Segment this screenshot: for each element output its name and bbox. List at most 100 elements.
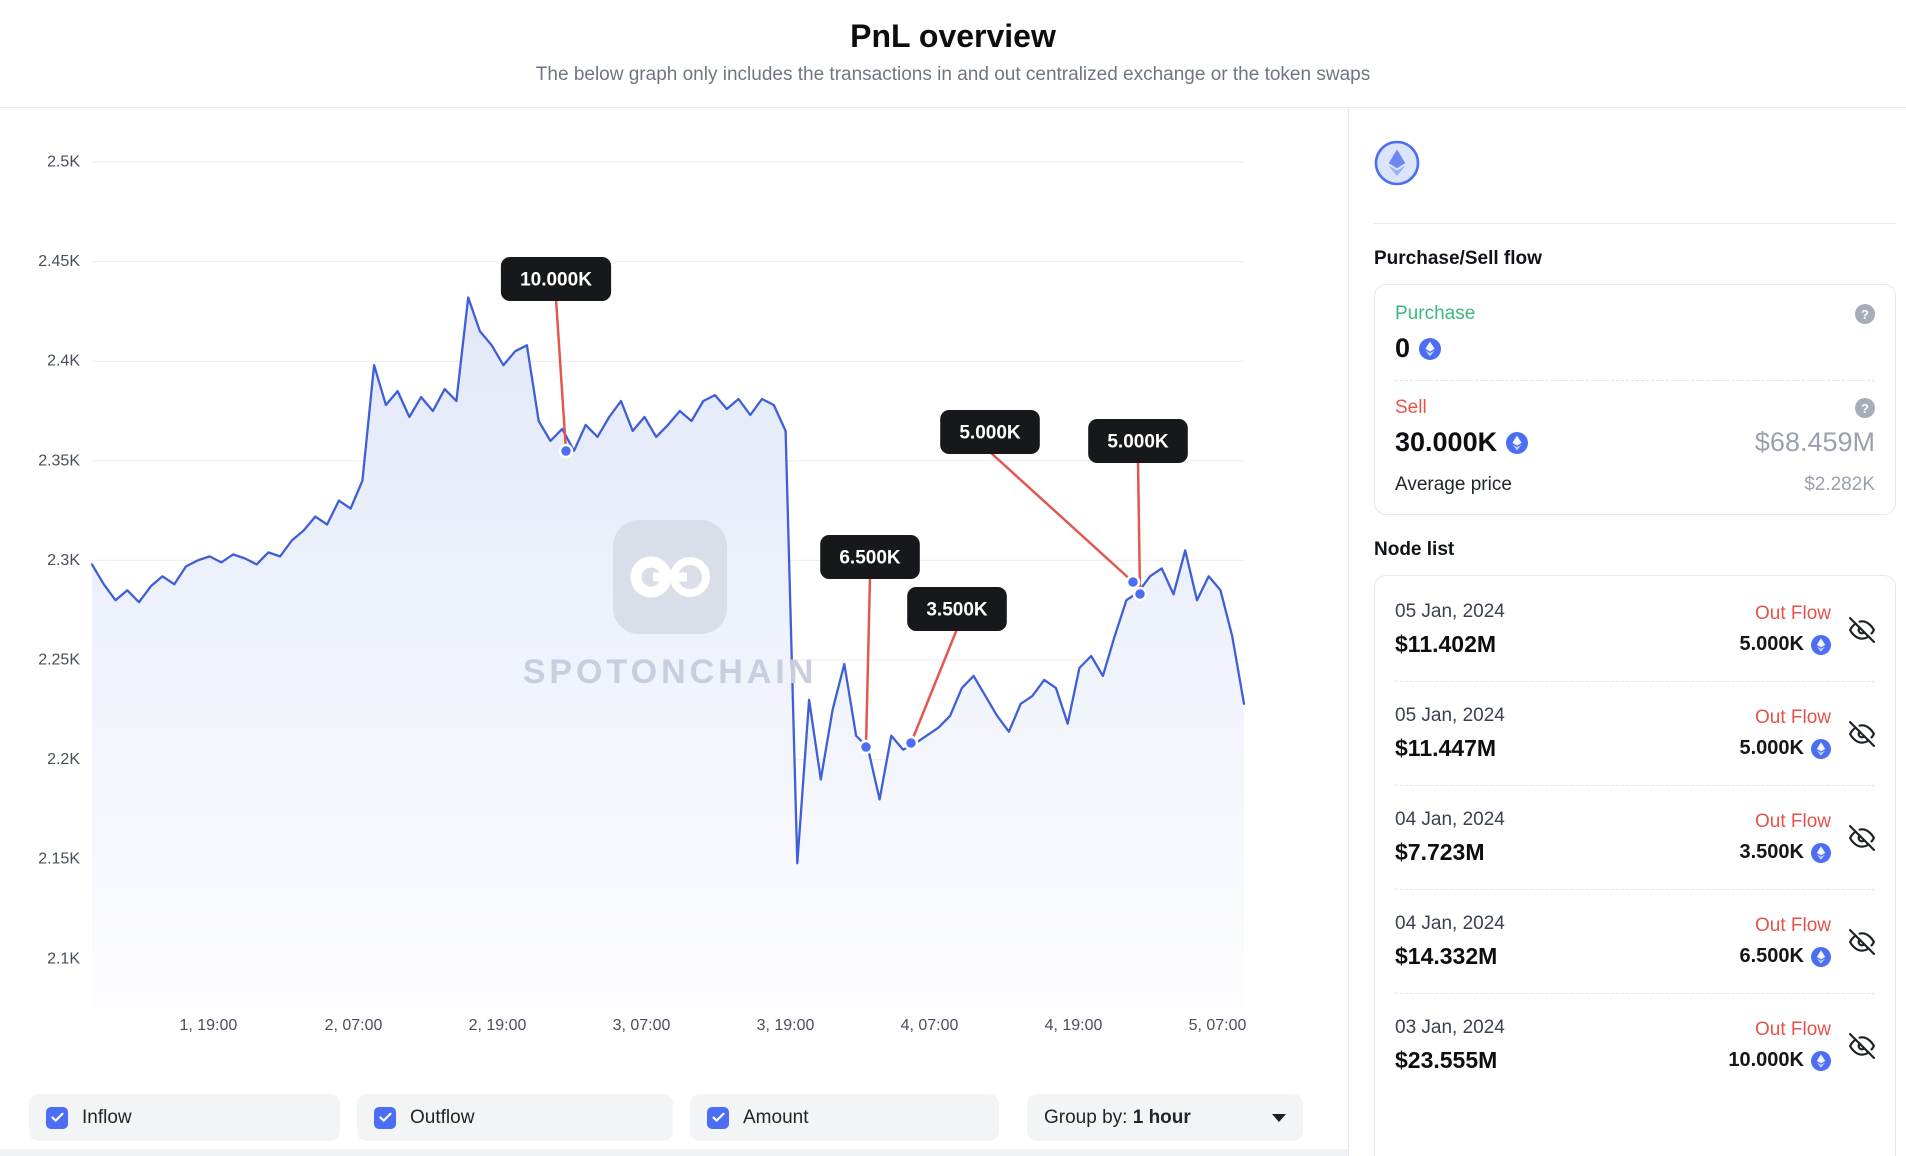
chart-tooltip [907,587,1007,631]
chart-marker[interactable] [903,735,919,751]
chart-tooltip [500,257,612,301]
node-list-heading: Node list [1374,539,1455,560]
eye-off-icon[interactable] [1849,616,1875,643]
group-by-value: 1 hour [1132,1106,1191,1128]
help-icon[interactable]: ? [1855,398,1875,418]
amount-label: Amount [743,1106,809,1128]
area-fill [92,297,1244,1007]
chart-tooltip-label: 3.500K [926,600,988,621]
chevron-down-icon [1272,1113,1286,1122]
flow-heading: Purchase/Sell flow [1374,248,1542,269]
eth-coin-icon [1811,1050,1831,1071]
eth-coin-icon [1506,431,1529,454]
chart-tooltip-label: 5.000K [959,423,1021,444]
eye-off-icon[interactable] [1849,1032,1875,1059]
outflow-toggle[interactable]: Outflow [357,1094,673,1141]
chart-controls: Inflow Outflow Amount Group by: 1 hour [29,1094,1303,1141]
outflow-label: Outflow [410,1106,475,1128]
pnl-chart[interactable]: 2.5K 2.45K 2.4K 2.35K 2.3K 2.25K 2.2K 2.15K 2.1K… [0,108,1348,1048]
node-list-item: 03 Jan, 2024 $23.555M Out Flow 10.000K [1395,993,1875,1097]
eth-coin-icon [1811,634,1831,655]
inflow-checkbox[interactable] [46,1106,68,1129]
outflow-checkbox[interactable] [374,1106,396,1129]
sidebar: Purchase/Sell flow Purchase ? 0 Sell ? 3… [1348,108,1906,1156]
eth-coin-icon [1811,946,1831,967]
node-amount: 3.500K [1739,841,1805,863]
node-amount: 5.000K [1739,737,1805,759]
x-axis-label: 2, 07:00 [325,1017,383,1034]
sell-value: 30.000K [1395,427,1498,457]
node-direction: Out Flow [1754,811,1831,832]
chart-tooltip [1088,419,1188,463]
bottom-strip [0,1149,1348,1156]
node-list-item: 04 Jan, 2024 $7.723M Out Flow 3.500K [1395,785,1875,889]
chart-panel: 2.5K 2.45K 2.4K 2.35K 2.3K 2.25K 2.2K 2.15K 2.1K… [0,108,1348,1156]
node-list-card: 05 Jan, 2024 $11.402M Out Flow 5.000K 05… [1374,575,1896,1156]
chart-tooltip [820,535,920,579]
eye-off-icon[interactable] [1849,720,1875,747]
x-axis-label: 1, 19:00 [179,1017,237,1034]
eth-coin-icon [1811,738,1831,759]
chart-tooltip [940,410,1040,454]
inflow-toggle[interactable]: Inflow [29,1094,340,1141]
annotation-connector [554,298,568,452]
purchase-value: 0 [1395,333,1411,363]
annotation-connector [989,451,1134,583]
node-amount: 5.000K [1739,633,1805,655]
node-date: 04 Jan, 2024 [1395,913,1505,934]
amount-toggle[interactable]: Amount [690,1094,999,1141]
y-axis-label: 2.4K [47,353,80,370]
purchase-label: Purchase [1395,303,1476,324]
y-axis-label: 2.1K [47,950,80,967]
node-amount: 10.000K [1728,1049,1804,1071]
purchase-sell-card: Purchase ? 0 Sell ? 30.000K [1374,284,1896,515]
chart-tooltip-label: 5.000K [1107,432,1169,453]
node-direction: Out Flow [1754,1019,1831,1040]
chart-marker[interactable] [1132,586,1148,602]
y-axis-label: 2.35K [38,452,80,469]
node-usd: $7.723M [1395,839,1485,865]
chart-marker[interactable] [858,739,874,755]
y-axis-label: 2.3K [47,552,80,569]
x-axis-label: 3, 19:00 [757,1017,815,1034]
node-list-item: 04 Jan, 2024 $14.332M Out Flow 6.500K [1395,889,1875,993]
node-usd: $14.332M [1395,943,1498,969]
inflow-label: Inflow [82,1106,132,1128]
node-date: 05 Jan, 2024 [1395,705,1505,726]
node-amount: 6.500K [1739,945,1805,967]
eye-off-icon[interactable] [1849,928,1875,955]
y-axis-label: 2.2K [47,751,80,768]
node-direction: Out Flow [1754,603,1831,624]
y-axis-label: 2.25K [38,652,80,669]
y-axis-label: 2.45K [38,253,80,270]
group-by-dropdown[interactable]: Group by: 1 hour [1027,1094,1303,1141]
node-usd: $11.447M [1395,735,1497,761]
main-content: 2.5K 2.45K 2.4K 2.35K 2.3K 2.25K 2.2K 2.15K 2.1K… [0,108,1906,1156]
x-axis-label: 4, 19:00 [1045,1017,1103,1034]
y-axis-label: 2.5K [47,154,80,171]
x-axis-label: 4, 07:00 [901,1017,959,1034]
annotation-connector [864,576,872,748]
node-date: 03 Jan, 2024 [1395,1017,1505,1038]
node-direction: Out Flow [1754,707,1831,728]
group-by-text: Group by: 1 hour [1044,1106,1191,1128]
eth-coin-icon [1811,842,1831,863]
amount-checkbox[interactable] [707,1106,729,1129]
node-list-item: 05 Jan, 2024 $11.447M Out Flow 5.000K [1395,681,1875,785]
page-subtitle: The below graph only includes the transa… [535,64,1371,85]
annotation-connector [909,628,959,744]
node-usd: $23.555M [1395,1047,1498,1073]
ethereum-icon [1374,140,1420,190]
eye-off-icon[interactable] [1849,824,1875,851]
page-header: PnL overview The below graph only includ… [0,0,1906,108]
x-axis-label: 5, 07:00 [1189,1017,1247,1034]
y-axis-label: 2.15K [38,851,80,868]
chart-tooltip-label: 10.000K [520,270,592,291]
chart-marker[interactable] [558,443,574,459]
x-axis-label: 3, 07:00 [613,1017,671,1034]
price-line [90,296,1246,865]
help-icon[interactable]: ? [1855,304,1875,324]
chart-marker[interactable] [1125,574,1141,590]
average-price-label: Average price [1395,474,1512,495]
sell-label: Sell [1395,397,1427,418]
